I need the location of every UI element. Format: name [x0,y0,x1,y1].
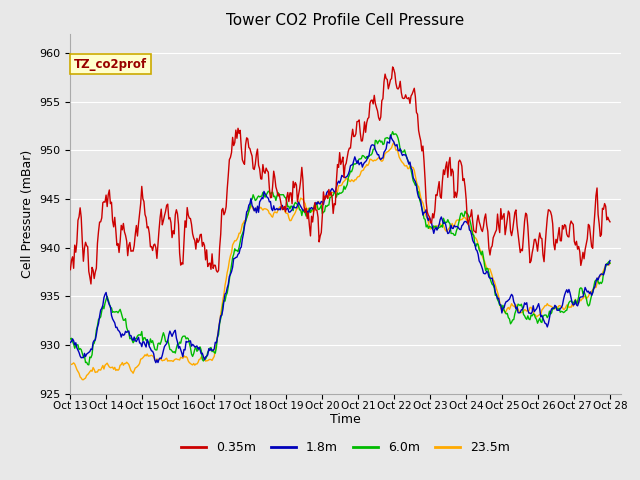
Legend: 0.35m, 1.8m, 6.0m, 23.5m: 0.35m, 1.8m, 6.0m, 23.5m [176,436,515,459]
Y-axis label: Cell Pressure (mBar): Cell Pressure (mBar) [21,149,34,278]
Text: TZ_co2prof: TZ_co2prof [74,58,147,71]
X-axis label: Time: Time [330,413,361,426]
Title: Tower CO2 Profile Cell Pressure: Tower CO2 Profile Cell Pressure [227,13,465,28]
